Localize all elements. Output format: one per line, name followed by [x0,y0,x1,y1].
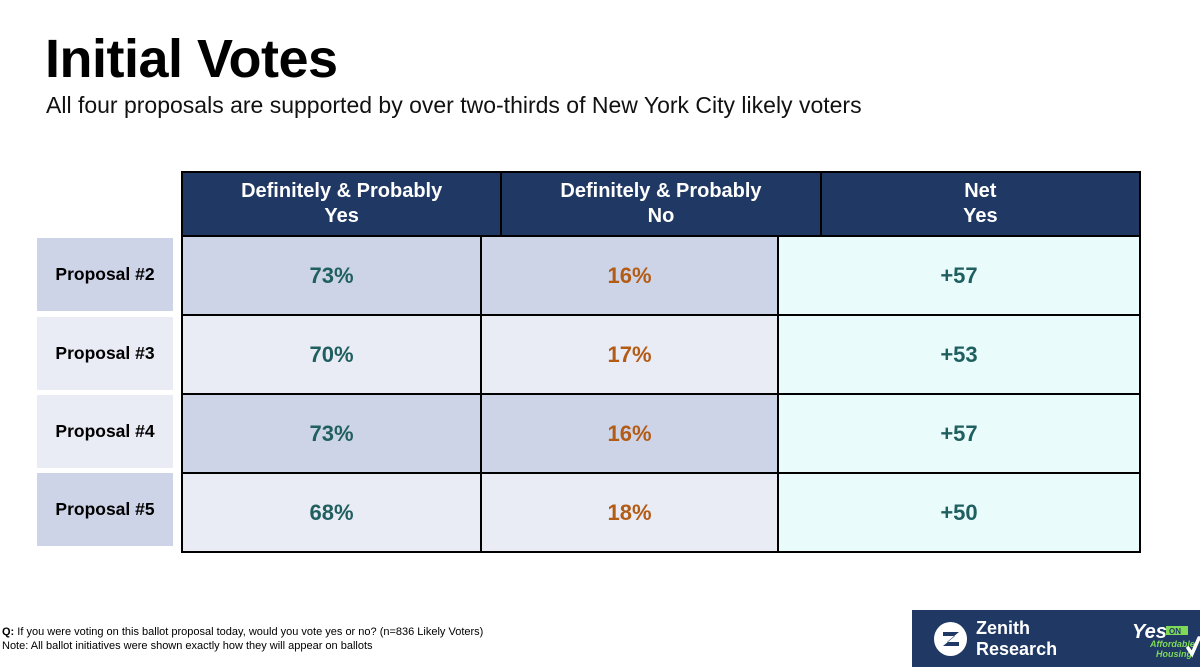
yes-value: 73% [183,237,480,314]
table-row: 73% 16% +57 [181,395,1141,474]
header-no: Definitely & Probably No [500,173,819,235]
svg-text:Yes: Yes [1132,621,1167,643]
header-yes: Definitely & Probably Yes [241,180,443,227]
campaign-logo: Yes ON Affordable Housing [1130,614,1200,664]
page-subtitle: All four proposals are supported by over… [46,92,862,118]
footnote-q-prefix: Q: [2,626,15,638]
row-label: Proposal #5 [37,473,173,546]
net-value: +57 [777,395,1139,472]
no-value: 17% [480,316,777,393]
row-label: Proposal #4 [37,395,173,468]
page-title: Initial Votes [45,29,338,89]
no-value: 16% [480,395,777,472]
net-value: +50 [777,474,1139,551]
yes-value: 68% [183,474,480,551]
svg-text:Housing: Housing [1156,649,1192,659]
net-value: +57 [777,237,1139,314]
branding-footer: Zenith Research Yes ON Affordable Housin… [912,610,1200,667]
svg-text:ON: ON [1169,627,1181,636]
no-value: 16% [480,237,777,314]
footnote-question: Q: If you were voting on this ballot pro… [2,626,483,638]
svg-text:Affordable: Affordable [1149,639,1195,649]
zenith-logo-icon [934,621,968,656]
yes-value: 73% [183,395,480,472]
table-row: 70% 17% +53 [181,316,1141,395]
row-label: Proposal #2 [37,238,173,311]
footnote-question-text: If you were voting on this ballot propos… [14,626,484,638]
no-value: 18% [480,474,777,551]
header-net: Net Yes [819,173,1139,235]
company-name: Zenith Research [976,617,1058,659]
table-header: Definitely & Probably Yes Definitely & P… [181,171,1141,237]
table-row: 68% 18% +50 [181,474,1141,553]
yes-value: 70% [183,316,480,393]
footnote-note: Note: All ballot initiatives were shown … [2,640,373,652]
net-value: +53 [777,316,1139,393]
row-label: Proposal #3 [37,317,173,390]
table-row: 73% 16% +57 [181,237,1141,316]
